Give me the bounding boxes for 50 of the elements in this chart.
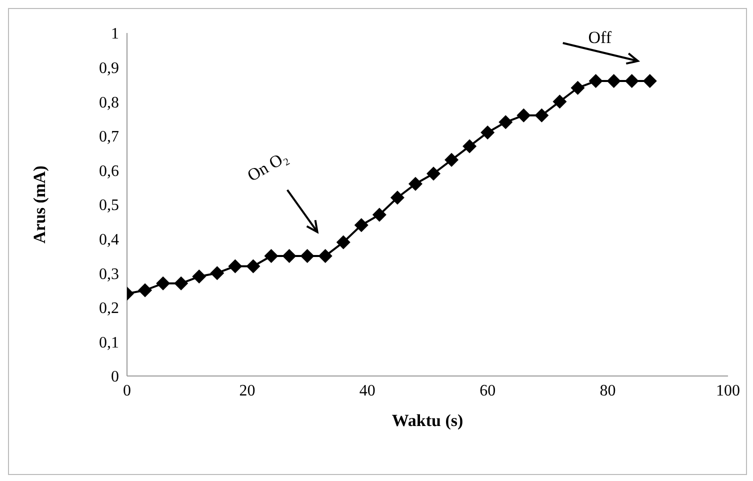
point xyxy=(390,190,404,205)
point xyxy=(444,152,459,167)
x-tick-label: 100 xyxy=(716,382,740,400)
point xyxy=(552,94,567,109)
point xyxy=(192,270,206,284)
y-axis-title: Arus (mA) xyxy=(30,166,50,244)
y-tick-label: 0,7 xyxy=(99,128,119,146)
point xyxy=(570,80,585,95)
x-tick-label: 20 xyxy=(239,382,256,400)
point xyxy=(462,139,477,154)
point xyxy=(354,218,368,232)
point xyxy=(228,259,242,274)
point xyxy=(426,166,441,181)
x-tick-label: 0 xyxy=(123,382,131,400)
point xyxy=(534,108,549,122)
annotation: On O₂ xyxy=(244,147,292,186)
y-tick-label: 0,2 xyxy=(99,300,119,318)
point xyxy=(624,74,639,88)
x-axis-title: Waktu (s) xyxy=(392,411,464,430)
point xyxy=(606,74,621,88)
y-tick-label: 0,8 xyxy=(99,94,119,112)
point xyxy=(282,248,296,263)
point xyxy=(408,176,422,191)
x-tick-label: 80 xyxy=(600,382,616,400)
point xyxy=(480,125,495,140)
y-tick-label: 0,6 xyxy=(99,162,119,180)
y-tick-label: 0,9 xyxy=(99,60,119,77)
point xyxy=(246,259,260,274)
y-tick-label: 1 xyxy=(111,26,119,43)
point xyxy=(264,248,278,263)
point xyxy=(498,115,513,130)
point xyxy=(138,283,152,298)
point xyxy=(642,74,657,88)
y-tick-label: 0 xyxy=(111,368,119,386)
point xyxy=(300,248,314,263)
y-tick-label: 0,4 xyxy=(99,231,119,248)
point xyxy=(174,276,188,290)
annotation: Off xyxy=(588,28,612,48)
y-tick-label: 0,1 xyxy=(99,334,119,352)
point xyxy=(156,276,170,290)
point xyxy=(372,208,386,222)
point xyxy=(318,248,332,263)
y-tick-label: 0,3 xyxy=(99,266,119,283)
point xyxy=(588,74,603,88)
point xyxy=(336,235,350,250)
point xyxy=(516,108,531,122)
x-tick-label: 60 xyxy=(480,382,496,400)
point xyxy=(210,266,224,280)
y-tick-label: 0,5 xyxy=(99,197,119,214)
x-tick-label: 40 xyxy=(359,382,376,400)
